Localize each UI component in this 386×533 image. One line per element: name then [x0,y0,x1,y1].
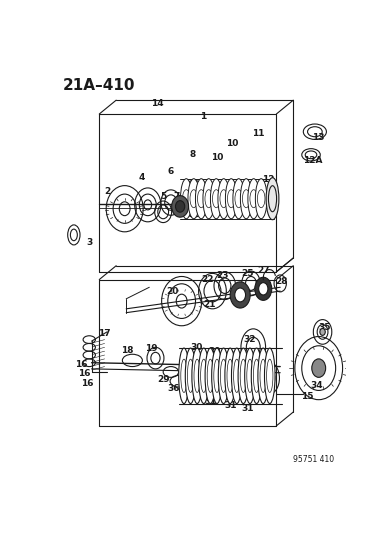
Ellipse shape [205,348,216,403]
Text: 21: 21 [203,300,216,309]
Text: 2: 2 [105,187,111,196]
Text: 13: 13 [312,133,325,142]
Ellipse shape [264,348,275,403]
Ellipse shape [225,348,235,403]
Text: 8: 8 [189,150,196,159]
Text: 15: 15 [301,392,313,401]
Text: 18: 18 [122,346,134,355]
Text: 30: 30 [191,343,203,352]
Text: 9: 9 [222,189,228,198]
Ellipse shape [245,348,255,403]
Text: 23: 23 [216,271,229,280]
Ellipse shape [230,282,250,308]
Ellipse shape [255,277,272,301]
Ellipse shape [195,179,207,219]
Ellipse shape [256,179,267,219]
Text: 29: 29 [157,375,169,384]
Ellipse shape [181,179,192,219]
Ellipse shape [240,179,252,219]
Ellipse shape [225,179,237,219]
Text: 9: 9 [203,183,210,192]
Text: 27: 27 [257,266,269,275]
Ellipse shape [218,348,229,403]
Text: 31: 31 [205,397,217,406]
Text: 21A–410: 21A–410 [63,78,135,93]
Text: 7: 7 [173,192,179,201]
Text: 32: 32 [243,335,256,344]
Text: 16: 16 [78,369,91,378]
Text: 19: 19 [145,344,158,353]
Text: 34: 34 [311,381,323,390]
Text: 36: 36 [168,384,180,393]
Ellipse shape [258,348,268,403]
Text: 4: 4 [139,173,145,182]
Ellipse shape [192,348,202,403]
Text: 25: 25 [242,269,254,278]
Text: 20: 20 [166,287,179,296]
Ellipse shape [235,288,245,302]
Ellipse shape [198,348,209,403]
Ellipse shape [176,200,185,212]
Ellipse shape [203,179,215,219]
Text: 12: 12 [262,175,274,184]
Text: 17: 17 [98,329,111,338]
Ellipse shape [312,359,326,377]
Text: 24: 24 [235,298,248,307]
Text: 28: 28 [276,277,288,286]
Text: 1: 1 [200,112,207,121]
Ellipse shape [266,177,279,220]
Text: 31: 31 [185,392,198,401]
Text: 3: 3 [86,238,92,247]
Text: 9: 9 [239,192,245,201]
Text: 16: 16 [81,379,94,388]
Text: 30: 30 [208,348,221,357]
Ellipse shape [172,196,189,217]
Text: 33: 33 [259,384,271,393]
Text: 35: 35 [318,323,331,332]
Text: 31: 31 [242,405,254,414]
Text: 30: 30 [226,351,239,360]
Ellipse shape [259,282,268,295]
Text: 14: 14 [151,100,163,109]
Text: 10: 10 [211,154,223,163]
Text: 12A: 12A [303,156,322,165]
Ellipse shape [233,179,244,219]
Ellipse shape [248,179,259,219]
Ellipse shape [232,348,242,403]
Ellipse shape [212,348,222,403]
Ellipse shape [218,179,230,219]
Ellipse shape [185,348,196,403]
Ellipse shape [238,348,249,403]
Text: 16: 16 [75,360,88,369]
Ellipse shape [320,328,325,335]
Ellipse shape [210,179,222,219]
Text: 11: 11 [252,129,265,138]
Text: 6: 6 [168,167,174,176]
Text: 26: 26 [256,290,268,300]
Text: 10: 10 [226,139,239,148]
Text: 31: 31 [225,401,237,409]
Ellipse shape [188,179,200,219]
Text: 22: 22 [201,275,213,284]
Text: 5: 5 [160,192,166,201]
Ellipse shape [179,348,189,403]
Ellipse shape [251,348,262,403]
Text: 95751 410: 95751 410 [293,455,334,464]
